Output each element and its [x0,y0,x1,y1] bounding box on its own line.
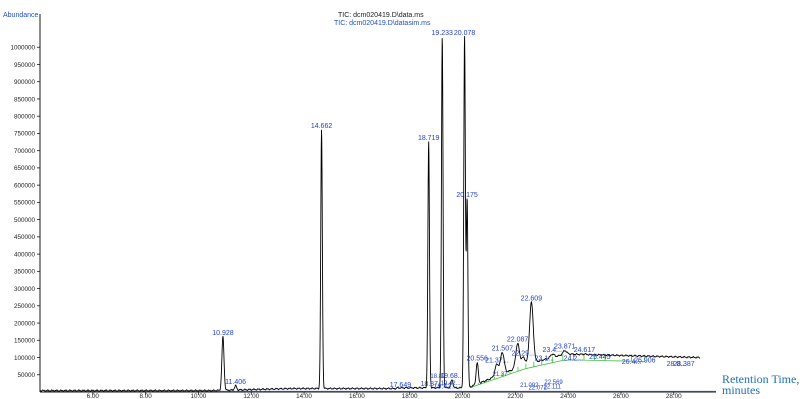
peak-label: 25.445 [589,354,611,361]
x-tick-label: 10.00 [191,393,207,399]
peak-label: 14.662 [311,123,333,130]
peak-label: 17.649 [390,382,412,389]
y-tick-label: 200000 [14,320,36,327]
x-axis-ticks: 6.00 8.00 10.00 12.00 14.00 16.00 18.00 20.00 22… [87,392,682,399]
x-tick-label: 6.00 [87,393,100,399]
peak-label: 22.111 [544,384,562,390]
y-tick-label: 750000 [14,131,36,138]
y-tick-label: 250000 [14,303,36,310]
x-tick-label: 28.00 [666,393,682,399]
y-tick-label: 500000 [14,217,36,224]
y-tick-label: 550000 [14,200,36,207]
peak-label: 19.233 [432,30,454,37]
peak-label: 26.4... [622,359,642,366]
y-tick-label: 900000 [14,79,36,86]
x-tick-label: 18.00 [402,393,418,399]
peak-label: 20.175 [456,192,478,199]
peak-label: 23.871 [554,344,576,351]
x-axis-title: Retention Time, minutes [722,372,800,397]
peak-label: 19.42... [441,381,461,387]
peak-label: 10.928 [212,330,234,337]
peak-label: 22.087 [507,337,529,344]
y-tick-label: 1000000 [10,45,35,52]
x-tick-label: 12.00 [243,393,259,399]
y-tick-label: 800000 [14,113,36,120]
y-tick-label: 950000 [14,62,36,69]
chart-title-line-2: TIC: dcm020419.D\datasim.ms [334,20,431,27]
y-axis-title: Abundance [3,12,39,19]
peak-label: 28.387 [673,361,695,368]
y-tick-label: 150000 [14,338,36,345]
y-tick-label: 400000 [14,251,36,258]
peak-label: 23.4... [543,347,563,354]
y-tick-label: 850000 [14,96,36,103]
peak-label: 18.87 [430,374,446,380]
chart-title-line-1: TIC: dcm020419.D\data.ms [338,12,424,19]
peak-label: 28.0... [667,361,687,368]
y-tick-label: 600000 [14,182,36,189]
peak-label: 21.37... [485,357,508,364]
y-tick-label: 300000 [14,286,36,293]
y-tick-label: 100000 [14,355,36,362]
peak-label: 26.906 [634,357,656,364]
peak-label: 24.617 [574,347,596,354]
peak-labels: 10.92811.40614.66217.64918.71918.87...19… [212,30,695,391]
peak-label: 23.1... [535,356,555,363]
peak-label: 11.406 [225,379,246,386]
peak-label: 18.87... [420,381,443,388]
x-tick-label: 22.00 [507,393,523,399]
x-tick-label: 24.00 [560,393,576,399]
tic-trace [39,36,700,392]
peak-label: 22.569 [544,380,563,386]
x-axis-title-line-2: minutes [722,383,760,397]
y-axis-ticks: 50000 100000 150000 200000 250000 300000 35000… [10,45,40,379]
y-tick-label: 650000 [14,165,36,172]
peak-label: 20.078 [454,30,476,37]
peak-label: 22.072 [529,385,548,391]
peak-label: 24.2... [564,356,584,363]
y-tick-label: 350000 [14,269,36,276]
peak-label: 20.556 [466,356,488,363]
peak-label: 19.42... [434,383,457,390]
peak-label: 18.719 [418,135,440,142]
x-axis-title-line-1: Retention Time, [722,372,800,386]
peak-label: 21.092 [520,383,539,389]
y-tick-label: 700000 [14,148,36,155]
y-tick-label: 450000 [14,234,36,241]
peak-label: 21.37 [492,372,508,378]
y-tick-label: 50000 [17,372,35,379]
x-tick-label: 14.00 [296,393,312,399]
integration-baseline [45,353,716,392]
x-tick-label: 20.00 [455,393,471,399]
peak-label: 22.29... [512,351,535,358]
peak-label: 21.507 [492,345,514,352]
x-tick-label: 8.00 [139,393,152,399]
x-tick-label: 26.00 [613,393,629,399]
peak-label: 19.68... [440,373,463,380]
peak-label: 22.609 [521,295,543,302]
x-tick-label: 16.00 [349,393,365,399]
